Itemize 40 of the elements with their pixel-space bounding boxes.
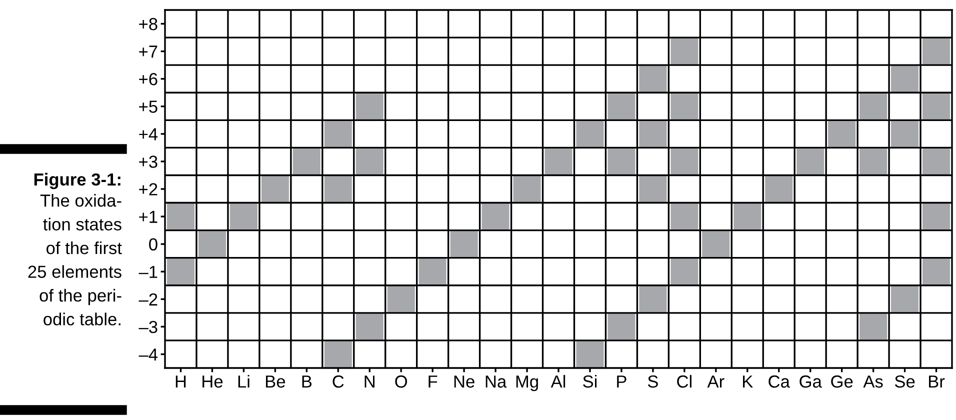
y-tick-label: +1 <box>139 210 158 223</box>
x-tick-label: F <box>428 376 438 388</box>
x-tick-label: B <box>302 376 312 388</box>
x-tick-label: Br <box>929 376 945 388</box>
x-tick-label: He <box>202 376 223 388</box>
y-tick-label: –1 <box>138 266 158 278</box>
x-tick-label: S <box>648 375 658 388</box>
x-tick-label: Al <box>550 374 566 388</box>
x-tick-label: N <box>364 376 374 388</box>
x-tick-label: Ga <box>800 375 822 388</box>
x-tick-label: O <box>395 375 408 388</box>
y-tick-label: +6 <box>139 73 158 86</box>
y-tick-label: +4 <box>139 128 158 140</box>
x-tick-label: Mg <box>516 376 538 392</box>
y-tick-label: –4 <box>138 348 158 361</box>
x-tick-label: Ne <box>454 376 474 388</box>
x-tick-label: C <box>332 375 344 388</box>
x-tick-label: Si <box>583 374 597 388</box>
x-tick-label: Se <box>894 375 915 388</box>
x-tick-label: Ar <box>707 376 724 388</box>
x-tick-label: K <box>743 376 753 388</box>
y-tick-label: +3 <box>139 156 158 168</box>
caption: Figure 3-1: <box>34 172 120 190</box>
y-tick-label: –3 <box>138 320 158 334</box>
x-tick-label: H <box>176 376 186 388</box>
y-tick-label: 0 <box>149 238 158 251</box>
y-tick-label: +7 <box>139 46 158 58</box>
x-tick-label: As <box>863 376 883 388</box>
text: The oxida- tion states of the first 25 elements of the peri- odic table. <box>28 194 122 326</box>
x-tick-label: Na <box>486 376 507 388</box>
x-tick-label: P <box>617 376 626 388</box>
x-tick-label: Be <box>266 376 286 388</box>
y-tick-label: +2 <box>139 183 158 196</box>
x-tick-label: Ge <box>831 375 853 388</box>
y-tick-label: +8 <box>139 18 158 30</box>
x-tick-label: Cl <box>677 374 692 388</box>
x-tick-label: Ca <box>768 375 790 388</box>
y-tick-label: –2 <box>138 293 158 306</box>
x-tick-label: Li <box>238 374 250 388</box>
y-tick-label: +5 <box>139 100 158 113</box>
